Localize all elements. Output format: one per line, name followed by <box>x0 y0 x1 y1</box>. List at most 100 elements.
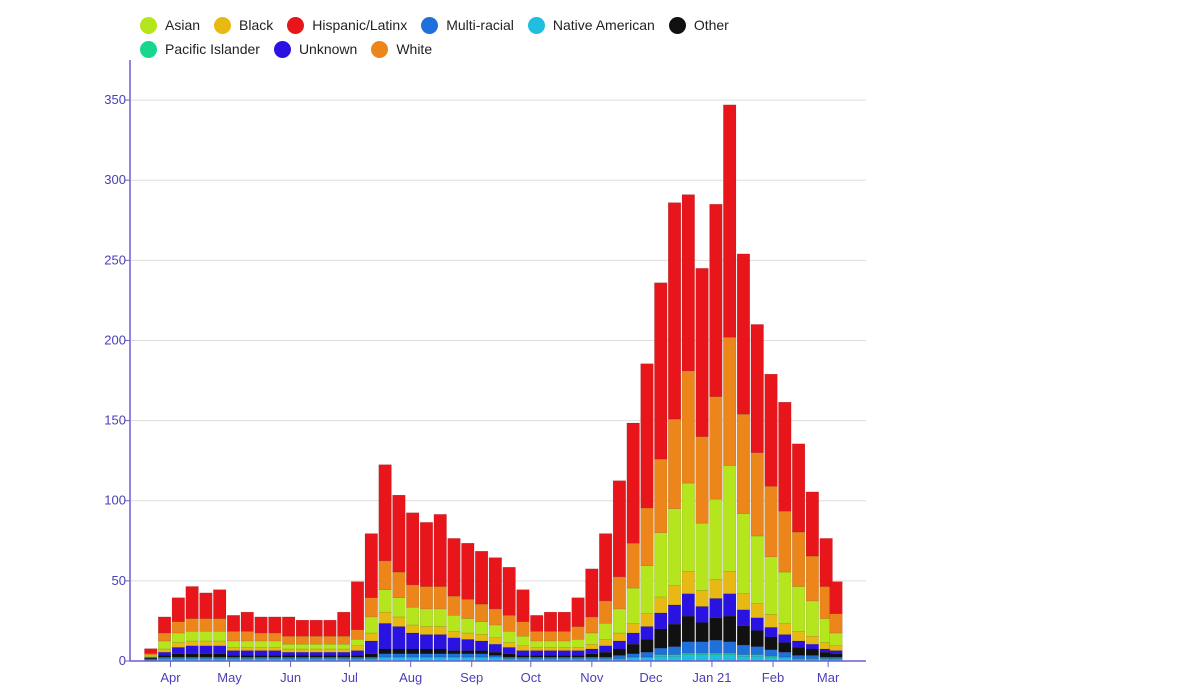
bar-other-2021-01-10[interactable] <box>723 615 737 642</box>
bar-asian-2020-06-28[interactable] <box>337 643 351 650</box>
bar-multi-racial-2020-06-14[interactable] <box>309 656 323 659</box>
bar-unknown-2021-03-05[interactable] <box>829 650 843 654</box>
bar-hispanic-latinx-2021-02-28[interactable] <box>819 538 833 587</box>
bar-white-2020-06-21[interactable] <box>323 635 337 645</box>
bar-hispanic-latinx-2020-08-30[interactable] <box>461 543 475 600</box>
bar-hispanic-latinx-2021-03-05[interactable] <box>829 581 843 614</box>
bar-pacific-islander-2021-01-10[interactable] <box>723 652 737 655</box>
bar-hispanic-latinx-2020-03-22[interactable] <box>144 648 158 654</box>
bar-hispanic-latinx-2020-12-13[interactable] <box>668 202 682 420</box>
bar-unknown-2020-09-13[interactable] <box>488 643 502 653</box>
bar-multi-racial-2020-12-20[interactable] <box>681 641 695 654</box>
legend-item-other[interactable]: Other <box>668 16 729 34</box>
legend-item-multi-racial[interactable]: Multi-racial <box>421 16 514 34</box>
bar-other-2020-06-28[interactable] <box>337 655 351 658</box>
bar-multi-racial-2020-07-12[interactable] <box>364 656 378 659</box>
bar-unknown-2020-04-12[interactable] <box>185 645 199 654</box>
bar-multi-racial-2021-01-31[interactable] <box>764 649 778 657</box>
bar-other-2021-02-07[interactable] <box>778 642 792 653</box>
bar-white-2020-04-05[interactable] <box>171 621 185 634</box>
bar-hispanic-latinx-2020-04-19[interactable] <box>199 592 213 619</box>
bar-other-2021-01-17[interactable] <box>736 625 750 646</box>
bar-asian-2020-12-13[interactable] <box>668 508 682 586</box>
bar-black-2020-12-27[interactable] <box>695 590 709 607</box>
bar-white-2020-05-31[interactable] <box>282 635 296 645</box>
bar-asian-2021-02-07[interactable] <box>778 571 792 624</box>
bar-asian-2020-06-14[interactable] <box>309 643 323 650</box>
bar-white-2020-11-01[interactable] <box>585 616 599 634</box>
bar-asian-2020-09-20[interactable] <box>502 631 516 643</box>
bar-unknown-2020-08-02[interactable] <box>406 632 420 650</box>
bar-asian-2020-06-21[interactable] <box>323 643 337 650</box>
bar-other-2020-07-05[interactable] <box>351 655 365 658</box>
bar-white-2021-02-14[interactable] <box>792 531 806 587</box>
bar-asian-2020-05-31[interactable] <box>282 643 296 650</box>
bar-other-2021-02-21[interactable] <box>805 648 819 656</box>
bar-black-2020-07-26[interactable] <box>392 616 406 627</box>
bar-pacific-islander-2020-12-27[interactable] <box>695 652 709 655</box>
bar-black-2020-10-11[interactable] <box>543 647 557 651</box>
bar-multi-racial-2020-07-19[interactable] <box>378 653 392 658</box>
bar-asian-2020-08-02[interactable] <box>406 607 420 626</box>
bar-white-2020-11-15[interactable] <box>612 576 626 610</box>
legend-item-white[interactable]: White <box>371 40 432 58</box>
bar-black-2020-04-19[interactable] <box>199 640 213 646</box>
bar-black-2021-01-24[interactable] <box>750 603 764 618</box>
bar-unknown-2020-04-05[interactable] <box>171 647 185 654</box>
bar-unknown-2020-07-26[interactable] <box>392 626 406 650</box>
bar-other-2020-06-07[interactable] <box>295 655 309 658</box>
bar-unknown-2021-01-17[interactable] <box>736 609 750 626</box>
bar-other-2020-05-24[interactable] <box>268 655 282 658</box>
bar-white-2020-09-13[interactable] <box>488 608 502 626</box>
bar-white-2020-10-25[interactable] <box>571 626 585 640</box>
bar-black-2020-04-26[interactable] <box>213 640 227 646</box>
bar-other-2020-05-10[interactable] <box>240 655 254 658</box>
bar-asian-2020-08-30[interactable] <box>461 618 475 634</box>
bar-asian-2020-08-16[interactable] <box>433 608 447 627</box>
bar-multi-racial-2020-06-21[interactable] <box>323 656 337 659</box>
bar-asian-2020-04-05[interactable] <box>171 632 185 643</box>
bar-hispanic-latinx-2021-02-21[interactable] <box>805 491 819 557</box>
bar-asian-2021-03-05[interactable] <box>829 632 843 646</box>
bar-hispanic-latinx-2020-11-22[interactable] <box>626 422 640 544</box>
bar-multi-racial-2020-08-30[interactable] <box>461 653 475 658</box>
bar-hispanic-latinx-2020-08-16[interactable] <box>433 514 447 587</box>
bar-asian-2020-07-12[interactable] <box>364 616 378 634</box>
bar-multi-racial-2020-08-16[interactable] <box>433 653 447 658</box>
bar-unknown-2020-12-13[interactable] <box>668 604 682 625</box>
bar-asian-2020-04-19[interactable] <box>199 631 213 642</box>
bar-white-2020-07-19[interactable] <box>378 560 392 590</box>
bar-white-2020-08-09[interactable] <box>419 586 433 610</box>
bar-other-2020-07-26[interactable] <box>392 648 406 654</box>
bar-black-2020-05-17[interactable] <box>254 647 268 651</box>
bar-unknown-2020-05-24[interactable] <box>268 650 282 656</box>
bar-hispanic-latinx-2020-12-20[interactable] <box>681 194 695 372</box>
bar-multi-racial-2020-09-06[interactable] <box>475 653 489 658</box>
bar-multi-racial-2020-03-29[interactable] <box>158 656 172 659</box>
bar-black-2020-08-30[interactable] <box>461 632 475 640</box>
bar-unknown-2020-06-07[interactable] <box>295 651 309 656</box>
bar-hispanic-latinx-2020-05-10[interactable] <box>240 611 254 632</box>
bar-white-2021-02-21[interactable] <box>805 555 819 602</box>
bar-unknown-2021-01-31[interactable] <box>764 627 778 638</box>
bar-black-2020-09-13[interactable] <box>488 637 502 645</box>
bar-white-2020-08-02[interactable] <box>406 584 420 608</box>
bar-multi-racial-2020-10-18[interactable] <box>557 656 571 659</box>
bar-unknown-2020-11-29[interactable] <box>640 626 654 640</box>
bar-black-2020-11-29[interactable] <box>640 613 654 627</box>
bar-black-2020-12-13[interactable] <box>668 585 682 606</box>
bar-hispanic-latinx-2020-08-09[interactable] <box>419 522 433 587</box>
bar-multi-racial-2020-07-26[interactable] <box>392 653 406 658</box>
bar-black-2020-03-29[interactable] <box>158 648 172 653</box>
legend-item-pacific-islander[interactable]: Pacific Islander <box>140 40 260 58</box>
bar-black-2020-05-31[interactable] <box>282 648 296 653</box>
bar-black-2020-04-05[interactable] <box>171 642 185 648</box>
bar-other-2020-05-03[interactable] <box>226 655 240 658</box>
bar-multi-racial-2020-05-10[interactable] <box>240 656 254 659</box>
bar-hispanic-latinx-2020-04-26[interactable] <box>213 589 227 619</box>
bar-white-2020-09-20[interactable] <box>502 615 516 632</box>
bar-black-2021-02-14[interactable] <box>792 631 806 642</box>
bar-black-2020-07-19[interactable] <box>378 611 392 624</box>
bar-other-2020-12-27[interactable] <box>695 622 709 642</box>
bar-black-2021-01-10[interactable] <box>723 571 737 594</box>
